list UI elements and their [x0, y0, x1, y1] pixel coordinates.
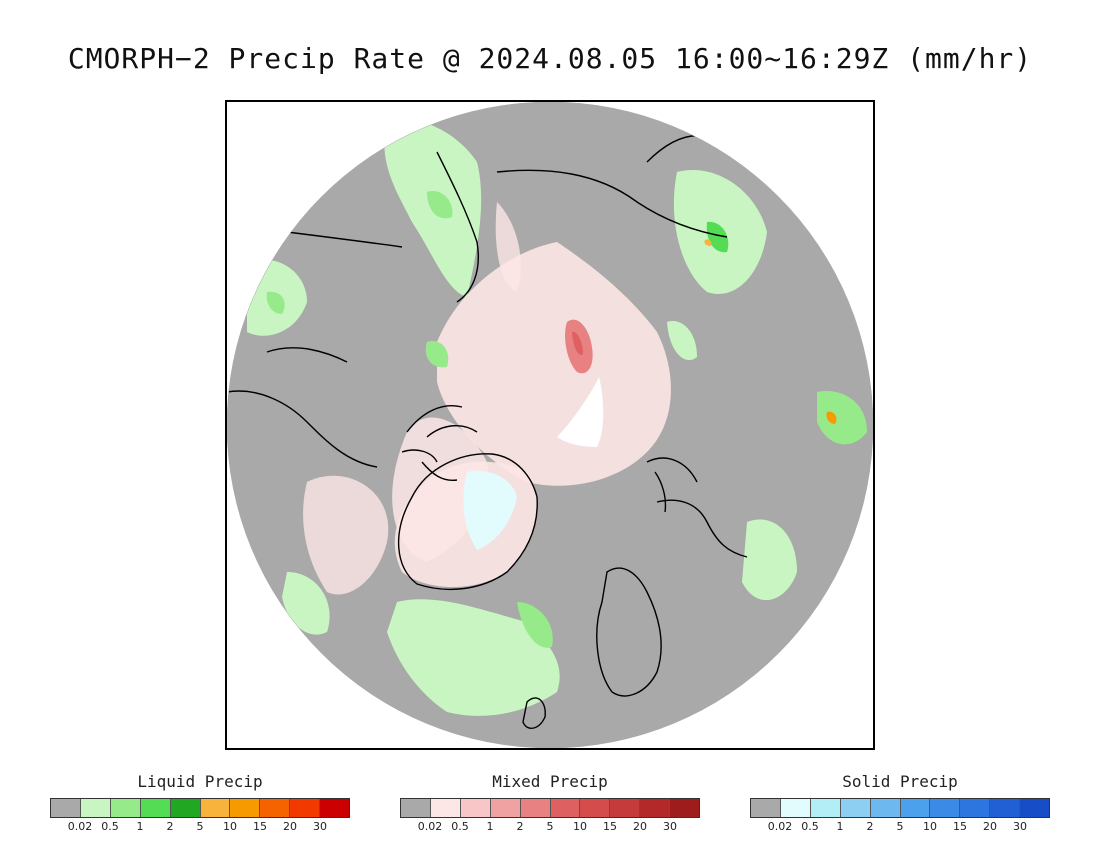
liquid-precip-region [826, 411, 837, 424]
liquid-precip-region [817, 391, 867, 445]
liquid-precip-region [282, 572, 330, 635]
legend-tick-label: 15 [953, 820, 967, 833]
legend-ticks: 0.02 0.5 1 2 5 10 15 20 30 [750, 820, 1050, 834]
legend-ticks: 0.02 0.5 1 2 5 10 15 20 30 [400, 820, 700, 834]
alaska-coastline [436, 151, 479, 303]
legend-tick-label: 30 [663, 820, 677, 833]
legend-tick-label: 1 [486, 820, 494, 833]
legend-colorbar [750, 798, 1050, 818]
liquid-precip-region [387, 599, 560, 716]
legend-swatch [840, 799, 871, 817]
liquid-precip-region [425, 341, 449, 368]
legend-tick-label: 20 [983, 820, 997, 833]
legend-tick-label: 1 [836, 820, 844, 833]
legend-swatch [580, 799, 611, 817]
legend-title: Mixed Precip [492, 772, 608, 791]
legend-tick-label: 5 [546, 820, 554, 833]
legend-swatch [550, 799, 581, 817]
legend-swatch [430, 799, 461, 817]
legend-swatch [870, 799, 901, 817]
map-frame [225, 100, 875, 750]
legend-tick-label: 10 [573, 820, 587, 833]
uk-coastline [522, 697, 546, 729]
greenland-coastline [397, 453, 538, 590]
legend-tick-label: 0.5 [451, 820, 469, 833]
legend-colorbar [400, 798, 700, 818]
legend-title: Solid Precip [842, 772, 958, 791]
eurasia-coastline [646, 457, 748, 558]
legend-tick-label: 1 [136, 820, 144, 833]
liquid-precip-region [706, 221, 729, 253]
legend-swatch [260, 799, 291, 817]
legend-swatch [170, 799, 201, 817]
liquid-precip-region [667, 321, 697, 361]
legend-tick-label: 0.02 [67, 820, 93, 833]
no-data-region [557, 377, 604, 447]
legend-tick-label: 0.02 [417, 820, 443, 833]
legend-swatch [80, 799, 111, 817]
legend-tick-label: 2 [516, 820, 524, 833]
north-america-coastline [227, 231, 403, 468]
mixed-precip-core [572, 331, 583, 355]
legend-mixed-precip: Mixed Precip 0.02 0.5 1 2 5 10 15 20 30 [400, 772, 700, 834]
legend-swatch [900, 799, 931, 817]
legend-swatch [930, 799, 961, 817]
legend-swatch [51, 799, 81, 817]
map-title: CMORPH−2 Precip Rate @ 2024.08.05 16:00~… [67, 42, 1033, 75]
legend-tick-label: 5 [896, 820, 904, 833]
liquid-precip-region [704, 239, 712, 246]
legend-tick-label: 2 [166, 820, 174, 833]
legend-colorbar [50, 798, 350, 818]
legend-swatch [751, 799, 781, 817]
legend-solid-precip: Solid Precip 0.02 0.5 1 2 5 10 15 20 30 [750, 772, 1050, 834]
legend-tick-label: 15 [253, 820, 267, 833]
legend-tick-label: 0.5 [801, 820, 819, 833]
novaya-zemlya-coastline [654, 471, 667, 513]
legend-tick-label: 2 [866, 820, 874, 833]
legend-swatch [140, 799, 171, 817]
legend-swatch [401, 799, 431, 817]
legend-swatch [200, 799, 231, 817]
legend-swatch [230, 799, 261, 817]
legend-tick-label: 20 [283, 820, 297, 833]
solid-precip-region [463, 470, 517, 550]
legend-tick-label: 30 [1013, 820, 1027, 833]
legend-swatch [610, 799, 641, 817]
legend-swatch [490, 799, 521, 817]
liquid-precip-region [427, 191, 453, 219]
legend-tick-label: 0.02 [767, 820, 793, 833]
liquid-precip-region [266, 291, 285, 314]
legend-swatch [670, 799, 700, 817]
legend-liquid-precip: Liquid Precip 0.02 0.5 1 2 5 10 15 20 30 [50, 772, 350, 834]
legend-swatch [640, 799, 671, 817]
legend-tick-label: 30 [313, 820, 327, 833]
legend-tick-label: 10 [223, 820, 237, 833]
legend-swatch [520, 799, 551, 817]
legend-swatch [1020, 799, 1050, 817]
legend-swatch [810, 799, 841, 817]
legend-swatch [290, 799, 321, 817]
legend-tick-label: 0.5 [101, 820, 119, 833]
legend-swatch [460, 799, 491, 817]
liquid-precip-region [517, 602, 553, 648]
mixed-precip-region [495, 202, 521, 292]
legend-tick-label: 10 [923, 820, 937, 833]
scandinavia-coastline [596, 567, 662, 697]
canadian-archipelago-coastline [401, 405, 478, 481]
polar-precip-map [227, 102, 873, 748]
mixed-precip-region [437, 242, 671, 486]
liquid-precip-region [742, 519, 797, 601]
legend-swatch [320, 799, 350, 817]
legend-swatch [110, 799, 141, 817]
legend-swatch [780, 799, 811, 817]
legend-swatch [960, 799, 991, 817]
legend-swatch [990, 799, 1021, 817]
legend-title: Liquid Precip [137, 772, 263, 791]
legend-tick-label: 20 [633, 820, 647, 833]
legend-ticks: 0.02 0.5 1 2 5 10 15 20 30 [50, 820, 350, 834]
mixed-precip-region [303, 475, 389, 595]
legend-tick-label: 5 [196, 820, 204, 833]
legend-tick-label: 15 [603, 820, 617, 833]
